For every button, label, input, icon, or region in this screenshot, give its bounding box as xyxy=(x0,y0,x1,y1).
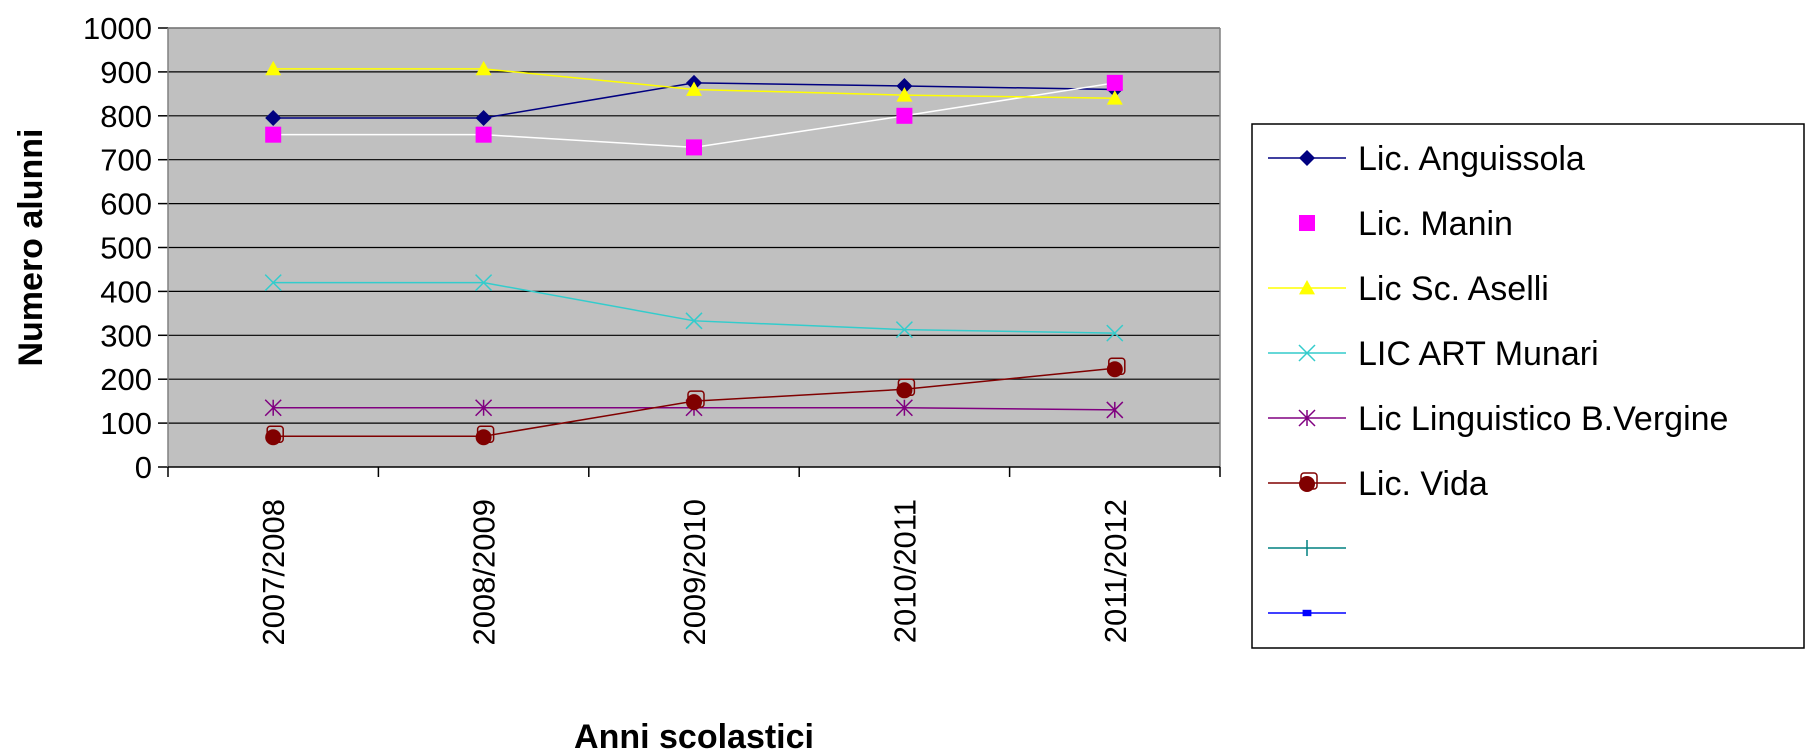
y-axis-title: Numero alunni xyxy=(12,128,50,366)
data-point-marker xyxy=(686,394,702,411)
data-point-marker xyxy=(1299,476,1315,492)
data-point-marker xyxy=(686,81,702,96)
y-tick-label: 100 xyxy=(100,406,152,441)
data-point-marker xyxy=(896,87,913,102)
data-point-marker xyxy=(1106,74,1123,91)
data-point-marker xyxy=(1299,215,1315,231)
plot-area: 0 100 200 300 400 500 600 700 800 900 1000 2007/200… xyxy=(83,11,1221,646)
x-tick-label: 2008/2009 xyxy=(467,499,502,646)
data-point-marker xyxy=(475,60,492,76)
data-point-marker xyxy=(265,109,282,126)
y-tick-label: 1000 xyxy=(83,11,152,46)
data-point-marker xyxy=(685,312,703,330)
legend-label: Lic. Manin xyxy=(1358,205,1513,243)
y-tick-label: 800 xyxy=(100,99,152,134)
legend-entry: Lic. Vida xyxy=(1268,465,1488,503)
legend-entry xyxy=(1268,609,1346,617)
series-2-markers xyxy=(265,60,1123,105)
data-point-marker xyxy=(265,429,282,446)
data-point-marker xyxy=(896,107,913,124)
data-point-marker xyxy=(1299,150,1315,166)
data-point-marker xyxy=(1106,90,1123,105)
x-tick-label: 2009/2010 xyxy=(677,499,712,646)
legend-entry: Lic Sc. Aselli xyxy=(1268,270,1549,308)
legend-label: Lic Sc. Aselli xyxy=(1358,270,1549,308)
series-1-markers xyxy=(265,74,1123,156)
y-tick-label: 600 xyxy=(100,187,152,222)
y-tick-label: 300 xyxy=(100,318,152,353)
data-point-marker xyxy=(1106,401,1124,419)
y-tick-label: 700 xyxy=(100,143,152,178)
data-point-marker xyxy=(264,274,282,292)
legend-entry: LIC ART Munari xyxy=(1268,335,1599,373)
data-point-marker xyxy=(475,429,492,446)
legend: Lic. Anguissola Lic. Manin Lic Sc. Aselli L… xyxy=(1251,123,1805,649)
x-tick-label: 2011/2012 xyxy=(1098,499,1133,643)
data-point-marker xyxy=(896,382,913,399)
x-axis-title: Anni scolastici xyxy=(574,718,814,756)
legend-label: Lic. Vida xyxy=(1358,465,1488,503)
legend-label: LIC ART Munari xyxy=(1358,335,1599,373)
data-point-marker xyxy=(1302,609,1312,617)
y-tick-label: 500 xyxy=(100,231,152,266)
legend-entry: Lic. Manin xyxy=(1299,205,1513,243)
series-3-markers xyxy=(264,274,1124,342)
legend-entry xyxy=(1268,540,1346,556)
data-point-marker xyxy=(896,77,913,94)
x-tick-label: 2007/2008 xyxy=(256,499,291,646)
data-point-marker xyxy=(1106,324,1124,342)
data-point-marker xyxy=(264,399,282,417)
x-tick-label: 2010/2011 xyxy=(887,499,922,643)
data-point-marker xyxy=(1298,344,1316,362)
series-layer xyxy=(264,60,1126,446)
data-point-marker xyxy=(265,60,282,76)
legend-label: Lic Linguistico B.Vergine xyxy=(1358,400,1728,438)
series-5-markers xyxy=(265,357,1126,446)
data-point-marker xyxy=(265,126,282,143)
legend-entry: Lic Linguistico B.Vergine xyxy=(1268,400,1728,438)
legend-label: Lic. Anguissola xyxy=(1358,140,1585,178)
data-point-marker xyxy=(475,126,492,143)
y-tick-label: 400 xyxy=(100,274,152,309)
data-point-marker xyxy=(1298,409,1316,427)
data-point-marker xyxy=(895,399,913,417)
data-point-marker xyxy=(475,274,493,292)
y-tick-label: 900 xyxy=(100,55,152,90)
data-point-marker xyxy=(475,399,493,417)
legend-entry: Lic. Anguissola xyxy=(1268,140,1585,178)
data-point-marker xyxy=(895,321,913,339)
data-point-marker xyxy=(686,139,702,156)
axes: 0 100 200 300 400 500 600 700 800 900 1000 2007/200… xyxy=(83,11,1221,646)
legend-box xyxy=(1251,123,1805,649)
y-tick-label: 200 xyxy=(100,362,152,397)
data-point-marker xyxy=(1299,280,1315,295)
data-point-marker xyxy=(475,109,492,126)
data-point-marker xyxy=(1106,361,1123,378)
y-tick-label: 0 xyxy=(135,450,152,485)
